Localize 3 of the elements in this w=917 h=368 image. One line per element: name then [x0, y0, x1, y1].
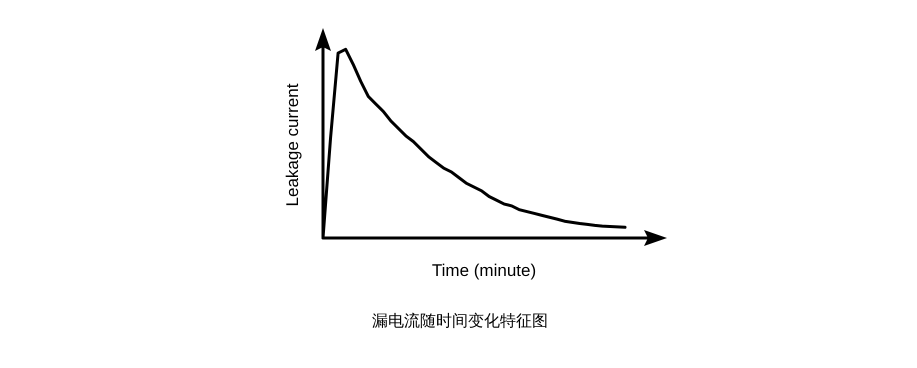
annotation: 漏电流随时间变化特征图 — [372, 313, 548, 330]
xlabel: Time (minute) — [432, 261, 536, 280]
ylabel: Leakage current — [283, 84, 302, 206]
